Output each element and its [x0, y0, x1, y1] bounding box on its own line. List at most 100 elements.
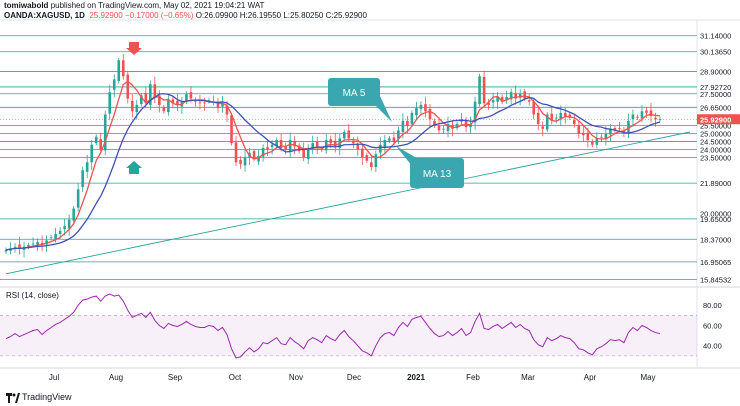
- candle-body: [302, 148, 305, 158]
- candle-body: [153, 84, 157, 97]
- candle-body: [234, 142, 238, 163]
- ma5-callout-box: [328, 78, 380, 106]
- candle-body: [216, 101, 220, 109]
- price-level-label: 28.90000: [700, 67, 731, 76]
- ma5-callout-pointer: [370, 96, 392, 122]
- publish-line: tomiwabold published on TradingView.com,…: [4, 1, 264, 10]
- candle-body: [649, 110, 653, 117]
- candle-body: [595, 138, 599, 145]
- candle-body: [130, 100, 134, 112]
- candle-body: [135, 104, 139, 113]
- price-level-label: 31.14000: [700, 32, 731, 41]
- candle-body: [379, 144, 382, 153]
- candle-body: [158, 95, 161, 105]
- candle-body: [171, 99, 175, 104]
- candle-body: [76, 189, 80, 208]
- candle-body: [645, 110, 648, 113]
- author-name[interactable]: tomiwabold: [4, 1, 49, 10]
- candle-body: [573, 120, 576, 125]
- candle-body: [27, 245, 30, 247]
- candle-body: [478, 76, 481, 105]
- last-price: 25.92900: [89, 11, 123, 20]
- candle-body: [13, 246, 17, 248]
- candle-body: [144, 92, 148, 104]
- candle-body: [437, 125, 441, 131]
- candle-body: [176, 100, 179, 105]
- candle-body: [4, 249, 8, 252]
- candle-body: [586, 132, 590, 140]
- candle-body: [527, 100, 531, 102]
- candle-body: [198, 102, 202, 104]
- price-level-label: 21.89000: [700, 179, 731, 188]
- candle-body: [167, 100, 170, 113]
- price-axis-tick: 20.00000: [700, 209, 731, 218]
- candle-body: [636, 116, 639, 118]
- time-axis-tick: 2021: [407, 373, 425, 382]
- candle-body: [451, 124, 454, 129]
- candle-body: [545, 114, 549, 130]
- rsi-title: RSI (14, close): [6, 291, 59, 300]
- candle-body: [577, 124, 581, 134]
- candle-body: [401, 120, 405, 132]
- candle-body: [618, 128, 621, 129]
- publish-info: published on TradingView.com, May 02, 20…: [50, 1, 265, 10]
- candle-body: [288, 139, 292, 152]
- candle-body: [225, 105, 229, 115]
- candle-body: [591, 141, 594, 145]
- candle-body: [117, 60, 121, 81]
- candle-body: [455, 124, 459, 129]
- candle-body: [491, 100, 495, 103]
- candle-body: [252, 151, 256, 160]
- candle-body: [239, 159, 242, 164]
- candle-body: [365, 155, 369, 161]
- candle-body: [392, 137, 396, 142]
- price-change: −0.17000 (−0.65%): [124, 11, 194, 20]
- candle-body: [383, 139, 387, 148]
- candle-body: [568, 114, 572, 118]
- candle-body: [49, 237, 53, 238]
- candle-body: [347, 130, 351, 139]
- price-level-label: 15.84532: [700, 275, 731, 284]
- price-level-label: 27.50000: [700, 90, 731, 99]
- candle-body: [509, 92, 513, 100]
- candle-body: [523, 91, 526, 99]
- candle-body: [293, 140, 296, 147]
- time-axis-tick: Aug: [109, 373, 123, 382]
- candle-body: [433, 120, 436, 126]
- candle-body: [85, 162, 89, 172]
- ascending-trendline: [5, 131, 691, 275]
- candle-body: [487, 102, 490, 105]
- candle-body: [388, 138, 391, 141]
- time-axis-tick: Dec: [347, 373, 361, 382]
- candle-body: [554, 117, 558, 119]
- candle-body: [424, 104, 427, 112]
- candle-body: [536, 112, 540, 125]
- candle-body: [266, 147, 269, 150]
- candle-body: [442, 128, 445, 130]
- candle-body: [261, 147, 265, 157]
- candle-body: [559, 112, 563, 120]
- candle-body: [609, 128, 612, 135]
- candle-body: [631, 114, 635, 120]
- candle-body: [243, 157, 247, 166]
- ma5-line: [5, 80, 661, 251]
- candle-body: [654, 117, 657, 120]
- candle-body: [58, 230, 62, 234]
- candle-body: [582, 132, 585, 136]
- rsi-line: [5, 293, 661, 359]
- candle-body: [514, 92, 517, 99]
- footer: TradingView: [0, 390, 740, 406]
- candle-body: [140, 95, 143, 105]
- ma5-callout-label: MA 5: [343, 88, 366, 99]
- price-level-label: 25.00000: [700, 130, 731, 139]
- candle-body: [126, 74, 130, 99]
- candle-body: [361, 148, 364, 158]
- ma13-callout-label: MA 13: [423, 169, 452, 180]
- candle-body: [279, 139, 283, 148]
- candle-body: [415, 108, 418, 116]
- candle-body: [406, 120, 409, 126]
- tradingview-brand[interactable]: TradingView: [22, 392, 72, 402]
- candle-body: [162, 107, 166, 112]
- rsi-axis-tick: 80.00: [703, 301, 722, 310]
